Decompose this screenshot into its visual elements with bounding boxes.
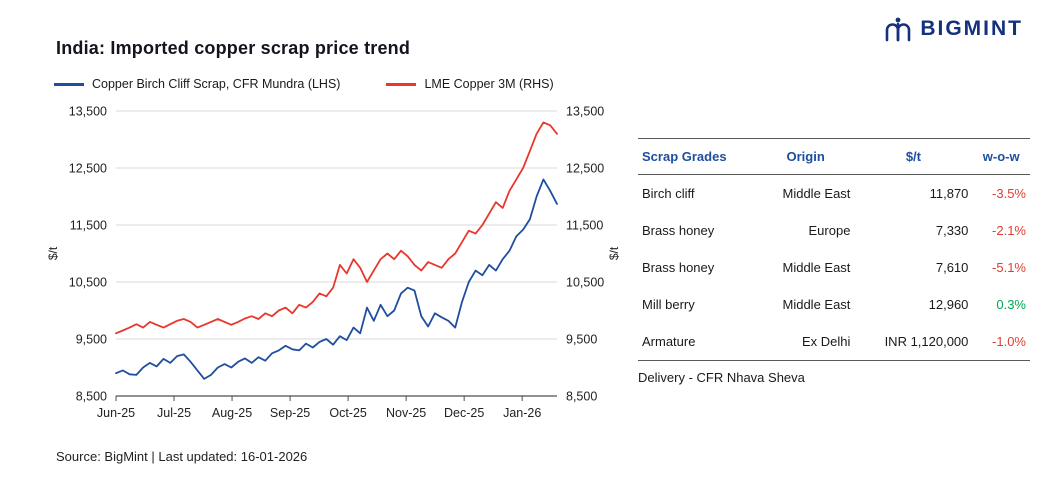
table-row: Mill berry Middle East 12,960 0.3%	[638, 286, 1030, 323]
table-row: Armature Ex Delhi INR 1,120,000 -1.0%	[638, 323, 1030, 361]
table-row: Brass honey Middle East 7,610 -5.1%	[638, 249, 1030, 286]
svg-text:11,500: 11,500	[566, 219, 603, 233]
column-header-origin: Origin	[756, 138, 855, 175]
cell-price: 7,330	[935, 223, 969, 238]
table-header-row: Scrap Grades Origin $/t w-o-w	[638, 138, 1030, 175]
table-row: Brass honey Europe 7,330 -2.1%	[638, 212, 1030, 249]
cell-wow: -1.0%	[972, 323, 1030, 361]
legend-label-rhs: LME Copper 3M (RHS)	[424, 77, 554, 91]
svg-text:8,500: 8,500	[76, 390, 107, 404]
cell-wow: -2.1%	[992, 223, 1026, 238]
svg-text:13,500: 13,500	[566, 105, 604, 119]
delivery-note: Delivery - CFR Nhava Sheva	[638, 370, 805, 385]
legend-swatch-red	[386, 82, 417, 86]
cell-price: INR 1,120,000	[854, 323, 973, 361]
series-lhs	[115, 178, 558, 380]
column-header-grade: Scrap Grades	[638, 138, 757, 175]
svg-text:Sep-25: Sep-25	[270, 406, 310, 420]
cell-wow: -3.5%	[992, 186, 1026, 201]
svg-text:12,500: 12,500	[566, 162, 604, 176]
cell-price: 11,870	[929, 186, 969, 201]
table-row: Birch cliff Middle East 11,870 -3.5%	[638, 175, 1030, 213]
bigmint-logo-icon	[886, 17, 911, 42]
svg-text:13,500: 13,500	[69, 105, 107, 119]
legend-item-rhs: LME Copper 3M (RHS)	[386, 77, 554, 91]
bigmint-logo: BIGMINT	[883, 16, 1023, 42]
bigmint-logo-text: BIGMINT	[920, 17, 1023, 40]
svg-text:Jun-25: Jun-25	[97, 406, 135, 420]
cell-origin: Middle East	[782, 297, 851, 312]
svg-text:$/t: $/t	[46, 246, 60, 260]
svg-text:Aug-25: Aug-25	[212, 406, 252, 420]
cell-grade: Brass honey	[642, 260, 715, 275]
svg-text:Jul-25: Jul-25	[157, 406, 191, 420]
legend-label-lhs: Copper Birch Cliff Scrap, CFR Mundra (LH…	[92, 77, 341, 91]
svg-text:Jan-26: Jan-26	[503, 406, 541, 420]
series-rhs	[115, 121, 558, 335]
cell-wow: 0.3%	[996, 297, 1026, 312]
legend-item-lhs: Copper Birch Cliff Scrap, CFR Mundra (LH…	[54, 77, 340, 91]
line-chart-svg: 8,500 8,500 9,500 9,500 10,500 10,500 11,500 11…	[46, 105, 621, 421]
legend-swatch-blue	[54, 82, 84, 86]
svg-text:11,500: 11,500	[70, 219, 107, 233]
price-trend-chart: 8,500 8,500 9,500 9,500 10,500 10,500 11,500 11…	[44, 97, 644, 437]
svg-text:9,500: 9,500	[566, 333, 597, 347]
column-header-wow: w-o-w	[972, 138, 1030, 175]
svg-text:12,500: 12,500	[69, 162, 107, 176]
cell-origin: Ex Delhi	[756, 323, 855, 361]
svg-text:$/t: $/t	[607, 246, 621, 260]
cell-grade: Mill berry	[642, 297, 695, 312]
cell-origin: Middle East	[782, 186, 851, 201]
svg-text:10,500: 10,500	[566, 276, 604, 290]
svg-text:8,500: 8,500	[566, 390, 597, 404]
column-header-price: $/t	[854, 138, 973, 175]
svg-text:9,500: 9,500	[76, 333, 107, 347]
cell-price: 12,960	[928, 297, 969, 312]
chart-panel: India: Imported copper scrap price trend…	[44, 38, 644, 464]
cell-origin: Europe	[808, 223, 851, 238]
cell-origin: Middle East	[782, 260, 851, 275]
price-table-panel: Scrap Grades Origin $/t w-o-w Birch cliff Mi…	[638, 138, 1030, 385]
cell-price: 7,610	[935, 260, 969, 275]
svg-text:Dec-25: Dec-25	[444, 406, 484, 420]
svg-text:10,500: 10,500	[69, 276, 107, 290]
svg-text:Nov-25: Nov-25	[386, 406, 426, 420]
chart-title: India: Imported copper scrap price trend	[56, 38, 411, 58]
svg-text:Oct-25: Oct-25	[329, 406, 367, 420]
cell-grade: Armature	[638, 323, 757, 361]
cell-grade: Brass honey	[642, 223, 715, 238]
scrap-price-table: Scrap Grades Origin $/t w-o-w Birch cliff Mi…	[638, 138, 1030, 361]
cell-wow: -5.1%	[992, 260, 1026, 275]
legend: Copper Birch Cliff Scrap, CFR Mundra (LH…	[54, 77, 644, 91]
cell-grade: Birch cliff	[642, 186, 695, 201]
source-note: Source: BigMint | Last updated: 16-01-20…	[56, 449, 308, 464]
